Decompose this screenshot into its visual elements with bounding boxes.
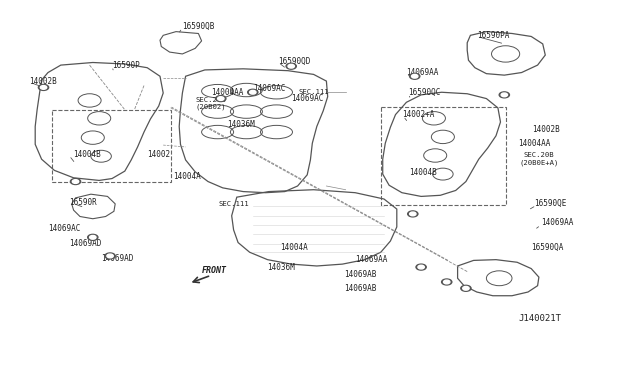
Text: 14069AC: 14069AC [291,94,324,103]
Text: 14002+A: 14002+A [402,110,435,119]
Circle shape [107,254,113,258]
Text: 16590P: 16590P [112,61,140,70]
Circle shape [88,234,98,240]
Text: 14069AC: 14069AC [253,84,285,93]
Text: 14004AA: 14004AA [518,139,551,148]
Text: 16590QB: 16590QB [182,22,215,31]
Text: 14004B: 14004B [74,150,101,159]
Circle shape [410,73,420,79]
Circle shape [216,96,226,102]
Circle shape [442,279,452,285]
Text: 14002B: 14002B [532,125,560,134]
Circle shape [70,179,81,185]
Text: 14069AD: 14069AD [101,254,134,263]
Text: SEC.111: SEC.111 [298,89,329,95]
Circle shape [408,211,418,217]
Text: 14069AB: 14069AB [344,284,377,293]
Text: 14069AA: 14069AA [355,255,388,264]
Circle shape [286,63,296,69]
Text: 14004A: 14004A [173,172,200,181]
Text: 16590QD: 16590QD [278,57,311,66]
Text: 14004A: 14004A [280,243,308,252]
Text: 14002B: 14002B [29,77,56,86]
Text: 16590PA: 16590PA [477,31,509,40]
Text: 14069AA: 14069AA [541,218,573,227]
Text: 14069AD: 14069AD [69,239,102,248]
Text: 14069AA: 14069AA [406,68,439,77]
Circle shape [40,86,47,89]
Text: J140021T: J140021T [519,314,562,323]
Circle shape [250,90,256,94]
Circle shape [463,286,469,290]
Circle shape [412,74,418,78]
Circle shape [218,97,224,100]
Text: 16590R: 16590R [69,198,97,207]
Text: SEC.20B
(20B02): SEC.20B (20B02) [196,97,227,110]
Circle shape [418,265,424,269]
Text: SEC.20B
(20B0E+A): SEC.20B (20B0E+A) [519,153,559,166]
Circle shape [501,93,508,97]
Circle shape [444,280,450,284]
Circle shape [416,264,426,270]
Text: 14036M: 14036M [268,263,295,272]
Circle shape [461,285,471,291]
Text: 16590QC: 16590QC [408,88,441,97]
Circle shape [248,89,258,95]
Circle shape [38,84,49,90]
Text: 14036M: 14036M [227,120,255,129]
Circle shape [105,253,115,259]
Circle shape [90,235,96,239]
Text: 16590QA: 16590QA [531,243,564,252]
Circle shape [72,180,79,183]
Text: SEC.111: SEC.111 [218,201,249,207]
Text: 14004AA: 14004AA [211,88,244,97]
Circle shape [410,212,416,216]
Text: 14069AC: 14069AC [48,224,81,233]
Text: FRONT: FRONT [202,266,227,275]
Text: 14069AB: 14069AB [344,270,377,279]
Circle shape [288,64,294,68]
Text: 16590QE: 16590QE [534,199,567,208]
Text: 14004B: 14004B [410,169,437,177]
Text: 14002: 14002 [147,150,170,159]
Circle shape [499,92,509,98]
